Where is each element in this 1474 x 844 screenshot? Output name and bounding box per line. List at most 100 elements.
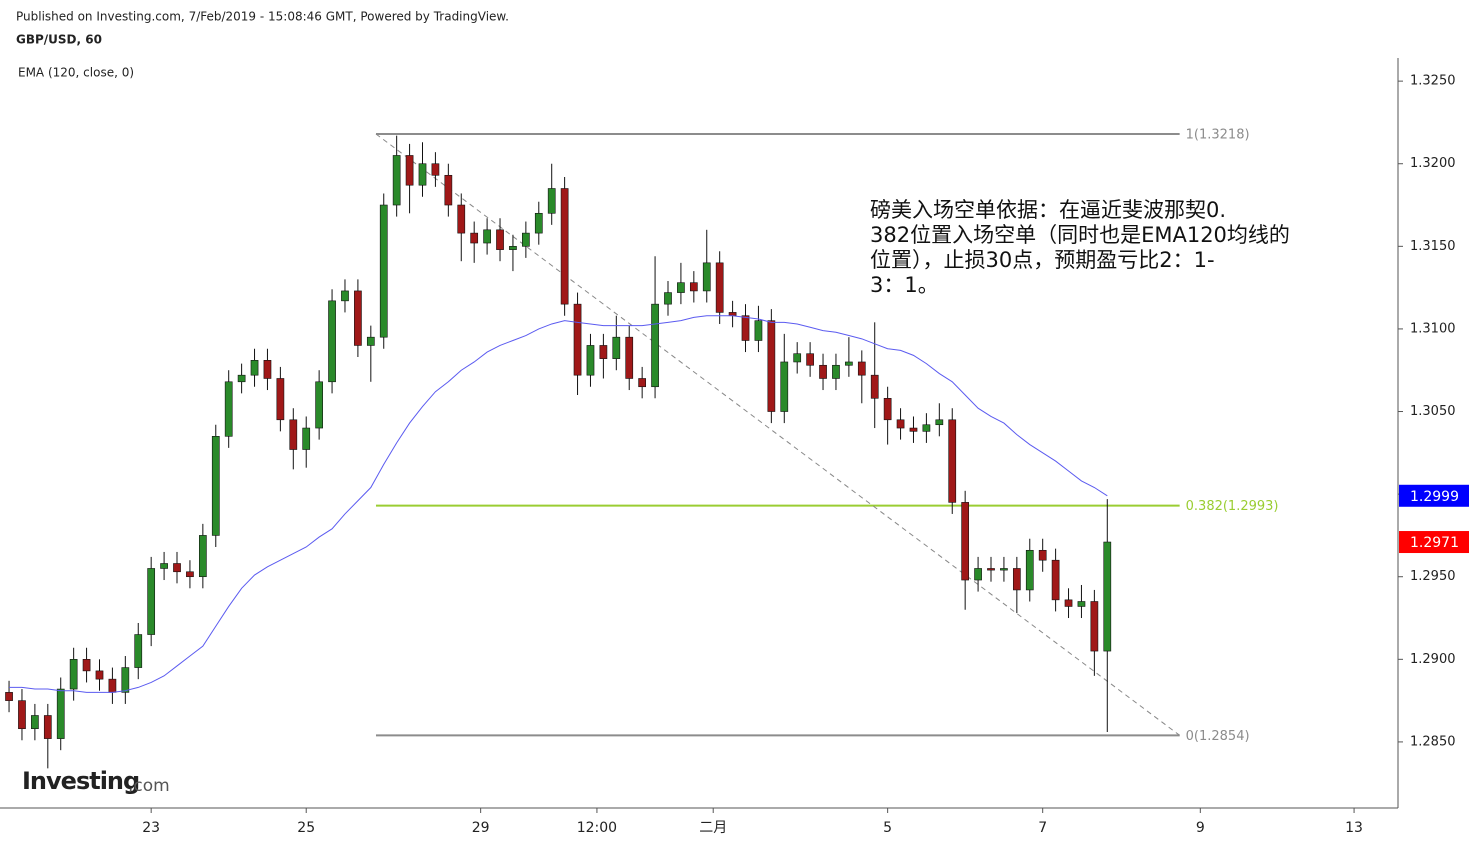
- candle-body: [909, 427, 918, 432]
- candle-body: [121, 667, 130, 693]
- symbol: GBP/USD, 60: [16, 33, 102, 47]
- annotation: 位置），止损30点，预期盈亏比2：1-: [870, 248, 1215, 272]
- candle-body: [405, 155, 414, 186]
- ema-line: [9, 315, 1108, 693]
- price-tag-label: 1.2999: [1410, 489, 1459, 505]
- fib-label: 0(1.2854): [1186, 729, 1250, 744]
- candle-body: [31, 715, 39, 730]
- y-tick-label: 1.3250: [1410, 74, 1456, 89]
- candle-body: [147, 568, 156, 635]
- candle-body: [741, 315, 750, 341]
- candle-body: [418, 163, 427, 186]
- candle-body: [625, 336, 634, 379]
- candle-body: [819, 364, 827, 379]
- candle-body: [677, 282, 685, 293]
- candle-body: [754, 320, 763, 341]
- candle-body: [496, 229, 504, 250]
- candle-body: [793, 353, 802, 363]
- y-tick-label: 1.2850: [1410, 734, 1456, 749]
- candle-body: [211, 436, 220, 536]
- candle-body: [56, 688, 65, 739]
- annotation: 3：1。: [870, 273, 939, 297]
- candle-body: [483, 229, 491, 244]
- x-tick-label: 13: [1345, 820, 1363, 836]
- x-tick-label: 7: [1038, 820, 1047, 836]
- y-tick-label: 1.3050: [1410, 404, 1456, 419]
- candle-body: [69, 659, 78, 690]
- y-tick-label: 1.3100: [1410, 321, 1456, 336]
- candle-body: [935, 419, 944, 426]
- candle-body: [1025, 549, 1034, 591]
- candle-body: [1077, 601, 1086, 607]
- candle-body: [289, 419, 298, 450]
- candle-body: [444, 174, 453, 206]
- price-tag: [1399, 484, 1469, 507]
- y-tick-label: 1.2900: [1410, 652, 1456, 667]
- candle-body: [974, 568, 982, 581]
- fib-label: 1(1.3218): [1186, 127, 1250, 142]
- candle-body: [599, 345, 608, 359]
- candle-body: [160, 563, 168, 569]
- candle-body: [1038, 549, 1047, 561]
- candle-body: [250, 360, 259, 376]
- candle-body: [702, 262, 711, 292]
- candle-body: [379, 204, 388, 338]
- x-tick-label: 二月: [699, 820, 727, 836]
- candle-body: [276, 378, 285, 421]
- candle-body: [806, 353, 814, 366]
- x-tick-label: 23: [142, 820, 160, 836]
- x-tick-label: 5: [883, 820, 892, 836]
- candle-body: [870, 374, 879, 399]
- indicator-label: EMA (120, close, 0): [18, 66, 134, 80]
- candle-body: [586, 345, 595, 376]
- candle-body: [857, 361, 866, 376]
- candle-body: [108, 678, 117, 693]
- candle-body: [173, 563, 181, 573]
- candle-body: [896, 419, 905, 429]
- candle-body: [1012, 568, 1021, 591]
- candle-body: [845, 361, 853, 366]
- candle-body: [1090, 601, 1099, 652]
- candle-body: [392, 155, 401, 206]
- candle-body: [457, 204, 466, 234]
- y-tick-label: 1.2950: [1410, 569, 1456, 584]
- x-tick-label: 25: [297, 820, 315, 836]
- candle-body: [134, 634, 143, 668]
- candle-body: [470, 232, 479, 244]
- candle-body: [651, 303, 659, 388]
- annotation: 382位置入场空单（同时也是EMA120均线的: [870, 223, 1290, 247]
- price-tag-label: 1.2971: [1410, 535, 1459, 551]
- candle-body: [560, 188, 569, 305]
- candle-body: [43, 715, 52, 739]
- candle-body: [431, 163, 440, 176]
- logo: Investing: [22, 767, 139, 795]
- candle-body: [883, 398, 892, 421]
- candle-body: [547, 188, 556, 214]
- candle-body: [1103, 541, 1112, 652]
- x-tick-label: 9: [1196, 820, 1205, 836]
- candle-body: [780, 361, 789, 412]
- candle-body: [922, 424, 931, 432]
- candle-body: [95, 670, 104, 680]
- candle-body: [638, 378, 647, 388]
- y-tick-label: 1.3200: [1410, 156, 1456, 171]
- x-tick-label: 12:00: [577, 820, 617, 836]
- y-tick-label: 1.3150: [1410, 239, 1456, 254]
- candle-body: [689, 282, 698, 292]
- candle-body: [987, 568, 995, 571]
- candle-body: [573, 303, 582, 376]
- candle-body: [366, 336, 375, 346]
- logo-suffix: .com: [128, 776, 170, 796]
- candle-body: [522, 232, 530, 247]
- candle-body: [5, 692, 13, 701]
- candle-body: [302, 427, 311, 450]
- candle-body: [224, 381, 233, 437]
- annotation: 磅美入场空单依据：在逼近斐波那契0.: [870, 198, 1226, 222]
- x-tick-label: 29: [472, 820, 490, 836]
- fib-label: 0.382(1.2993): [1186, 499, 1279, 514]
- candle-body: [198, 535, 207, 578]
- candle-body: [1051, 559, 1060, 601]
- candle-body: [509, 246, 517, 250]
- candle-body: [1000, 568, 1008, 571]
- candle-body: [832, 364, 840, 379]
